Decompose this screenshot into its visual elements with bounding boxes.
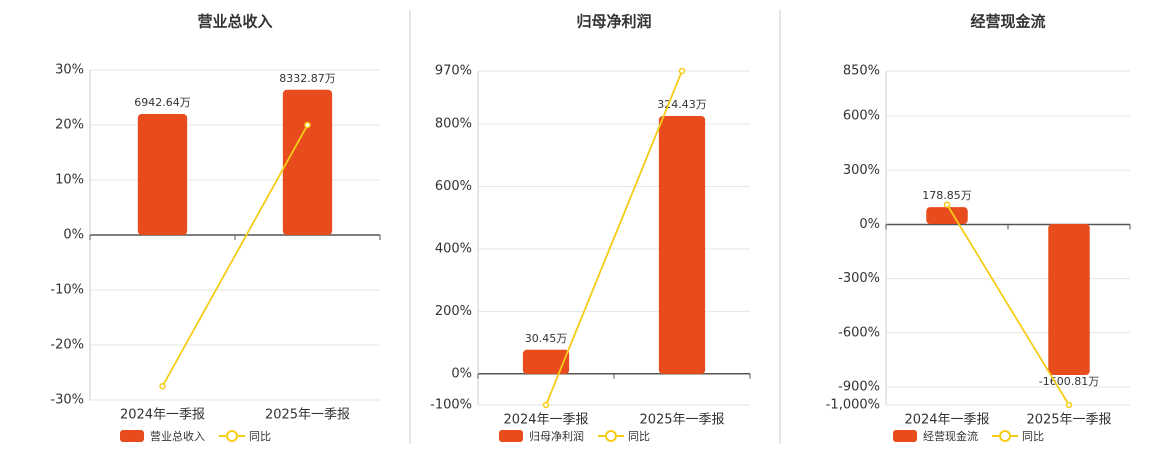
legend-swatch [893, 430, 917, 442]
legend-label: 同比 [628, 430, 650, 443]
y-tick-label: 0% [451, 366, 472, 381]
y-tick-label: 800% [435, 117, 472, 132]
y-tick-label: -900% [838, 379, 880, 394]
line [946, 204, 1070, 406]
legend-swatch [999, 430, 1011, 442]
legend-swatch [605, 430, 617, 442]
bar [926, 207, 968, 224]
y-tick-label: -30% [50, 393, 84, 408]
y-tick-label: -20% [50, 338, 84, 353]
y-tick-label: 200% [435, 304, 472, 319]
x-tick-label: 2024年一季报 [904, 413, 989, 428]
y-tick-label: 600% [435, 179, 472, 194]
value-label: 6942.64万 [134, 96, 191, 109]
y-tick-label: -300% [838, 271, 880, 286]
line-point [678, 67, 686, 75]
line-point [943, 201, 951, 208]
legend-label: 营业总收入 [150, 429, 205, 443]
legend-swatch [226, 430, 238, 442]
y-tick-label: 970% [435, 64, 472, 79]
chart-title: 经营现金流 [970, 13, 1045, 31]
x-tick-label: 2025年一季报 [265, 408, 350, 423]
bar [282, 89, 333, 235]
value-label: 30.45万 [525, 332, 568, 345]
y-tick-label: -600% [838, 325, 880, 340]
y-tick-label: -10% [50, 283, 84, 298]
y-tick-label: 850% [843, 64, 880, 79]
bar [137, 113, 188, 235]
y-tick-label: 400% [435, 241, 472, 256]
line-point [1065, 401, 1073, 409]
y-tick-label: 30% [55, 63, 84, 78]
line [161, 124, 309, 387]
value-label: 8332.87万 [279, 72, 336, 85]
bar [522, 349, 570, 374]
value-label: -1600.81万 [1039, 375, 1099, 388]
x-tick-label: 2025年一季报 [1026, 413, 1111, 428]
legend-swatch [120, 430, 144, 442]
y-tick-label: -100% [430, 398, 472, 413]
line-point [159, 383, 166, 390]
line-point [304, 121, 311, 129]
bar [1048, 223, 1090, 375]
legend-label: 同比 [1022, 430, 1044, 443]
legend-swatch [499, 430, 523, 442]
legend-label: 同比 [249, 430, 271, 443]
x-tick-label: 2024年一季报 [120, 408, 205, 423]
y-tick-label: 20% [55, 118, 84, 133]
value-label: 178.85万 [922, 189, 972, 202]
x-tick-label: 2025年一季报 [639, 413, 724, 428]
y-tick-label: 600% [843, 109, 880, 124]
chart-title: 营业总收入 [197, 13, 272, 31]
y-tick-label: 0% [63, 228, 84, 243]
y-tick-label: 0% [859, 217, 880, 232]
y-tick-label: 300% [843, 163, 880, 178]
y-tick-label: -1,000% [826, 398, 880, 413]
x-tick-label: 2024年一季报 [503, 413, 588, 428]
legend-label: 归母净利润 [529, 429, 584, 443]
bar [658, 115, 706, 374]
chart-title: 归母净利润 [576, 13, 651, 31]
line [545, 70, 683, 406]
value-label: 324.43万 [657, 98, 707, 111]
legend-label: 经营现金流 [923, 429, 978, 443]
y-tick-label: 10% [55, 173, 84, 188]
line-point [542, 401, 550, 409]
